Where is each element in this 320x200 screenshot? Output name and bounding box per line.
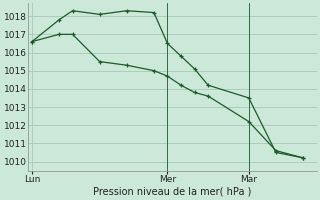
X-axis label: Pression niveau de la mer( hPa ): Pression niveau de la mer( hPa ) (93, 187, 252, 197)
